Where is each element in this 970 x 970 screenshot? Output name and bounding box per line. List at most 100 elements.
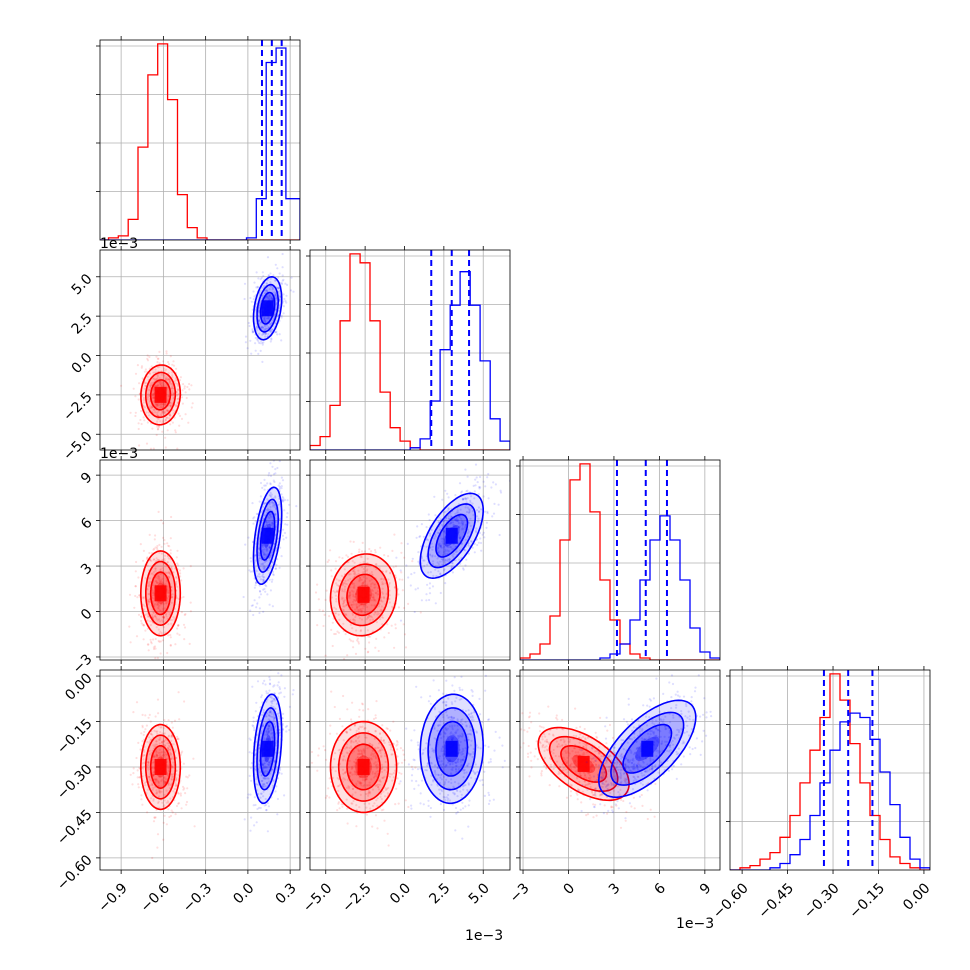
scatter-point	[474, 529, 477, 532]
scatter-point	[437, 563, 440, 566]
scatter-point	[345, 751, 348, 754]
scatter-point	[263, 320, 267, 323]
scatter-point	[372, 753, 375, 756]
histogram-step	[100, 43, 300, 240]
scatter-point	[267, 520, 270, 524]
panel-3-0	[96, 666, 301, 874]
scatter-point	[368, 802, 371, 805]
scatter-point	[161, 410, 164, 413]
scatter-point	[456, 724, 459, 727]
scatter-point	[359, 782, 362, 785]
scatter-point	[454, 559, 457, 562]
scatter-point	[261, 271, 264, 274]
scatter-point	[179, 794, 182, 797]
scatter-point	[273, 761, 276, 764]
scatter-point	[167, 744, 171, 747]
scatter-point	[264, 332, 268, 335]
scatter-point	[278, 292, 281, 295]
scatter-point	[167, 544, 170, 547]
scatter-point	[365, 778, 368, 781]
scatter-point	[253, 824, 256, 827]
scatter-point	[158, 582, 162, 585]
scatter-point	[243, 282, 247, 285]
scatter-point	[354, 608, 357, 611]
scatter-point	[274, 707, 277, 710]
scatter-point	[347, 787, 350, 790]
scatter-point	[372, 717, 376, 721]
scatter-point	[151, 590, 154, 593]
scatter-point	[271, 736, 274, 739]
scatter-point	[147, 767, 150, 770]
scatter-point	[182, 383, 185, 386]
scatter-point	[284, 725, 287, 729]
scatter-point	[177, 802, 180, 805]
scatter-point	[357, 728, 360, 731]
scatter-point	[356, 602, 360, 605]
scatter-point	[478, 531, 482, 535]
contour-line	[252, 693, 283, 805]
scatter-point	[462, 520, 465, 524]
scatter-point	[361, 703, 364, 706]
scatter-point	[366, 583, 369, 586]
scatter-point	[155, 754, 158, 757]
scatter-point	[445, 545, 449, 548]
scatter-point	[251, 331, 254, 334]
scatter-point	[143, 761, 146, 764]
scatter-point	[134, 594, 137, 598]
scatter-point	[137, 613, 141, 616]
scatter-point	[181, 402, 184, 405]
scatter-point	[456, 519, 459, 522]
scatter-point	[420, 696, 423, 699]
scatter-point	[178, 414, 182, 417]
scatter-point	[278, 306, 281, 309]
scatter-point	[252, 720, 255, 723]
scatter-point	[379, 751, 382, 755]
scatter-point	[169, 414, 172, 417]
scatter-point	[398, 578, 401, 581]
scatter-point	[267, 731, 270, 734]
scatter-point	[448, 558, 451, 561]
scatter-point	[381, 583, 384, 586]
scatter-point	[349, 741, 353, 744]
scatter-point	[135, 635, 139, 638]
scatter-point	[281, 274, 284, 277]
scatter-point	[444, 548, 447, 551]
scatter-point	[356, 756, 359, 759]
scatter-point	[446, 545, 449, 548]
scatter-point	[251, 604, 254, 607]
scatter-point	[159, 402, 163, 406]
scatter-point	[143, 781, 146, 785]
scatter-point	[471, 546, 474, 549]
scatter-point	[161, 410, 164, 413]
scatter-point	[169, 404, 172, 407]
scatter-point	[468, 713, 471, 716]
scatter-point	[485, 526, 488, 529]
scatter-point	[275, 702, 278, 706]
scatter-point	[460, 764, 463, 767]
scatter-point	[261, 784, 264, 787]
scatter-point	[159, 420, 162, 423]
scatter-point	[427, 804, 430, 808]
scatter-point	[371, 743, 374, 747]
scatter-point	[457, 734, 460, 738]
scatter-point	[365, 813, 368, 816]
scatter-point	[275, 330, 278, 333]
scatter-point	[143, 382, 146, 385]
scatter-point	[428, 553, 432, 556]
scatter-point	[389, 571, 392, 574]
scatter-point	[358, 750, 361, 753]
scatter-point	[467, 542, 470, 545]
scatter-point	[171, 363, 174, 366]
scatter-point	[252, 804, 255, 807]
scatter-point	[169, 414, 172, 417]
scatter-point	[340, 598, 344, 601]
scatter-point	[353, 586, 356, 590]
scatter-point	[390, 624, 393, 627]
scatter-point	[154, 403, 157, 406]
scatter-point	[374, 611, 377, 614]
panel-content	[120, 252, 295, 450]
scatter-point	[155, 792, 158, 795]
scatter-point	[270, 296, 273, 299]
scatter-point	[462, 497, 465, 500]
scatter-point	[447, 517, 450, 520]
